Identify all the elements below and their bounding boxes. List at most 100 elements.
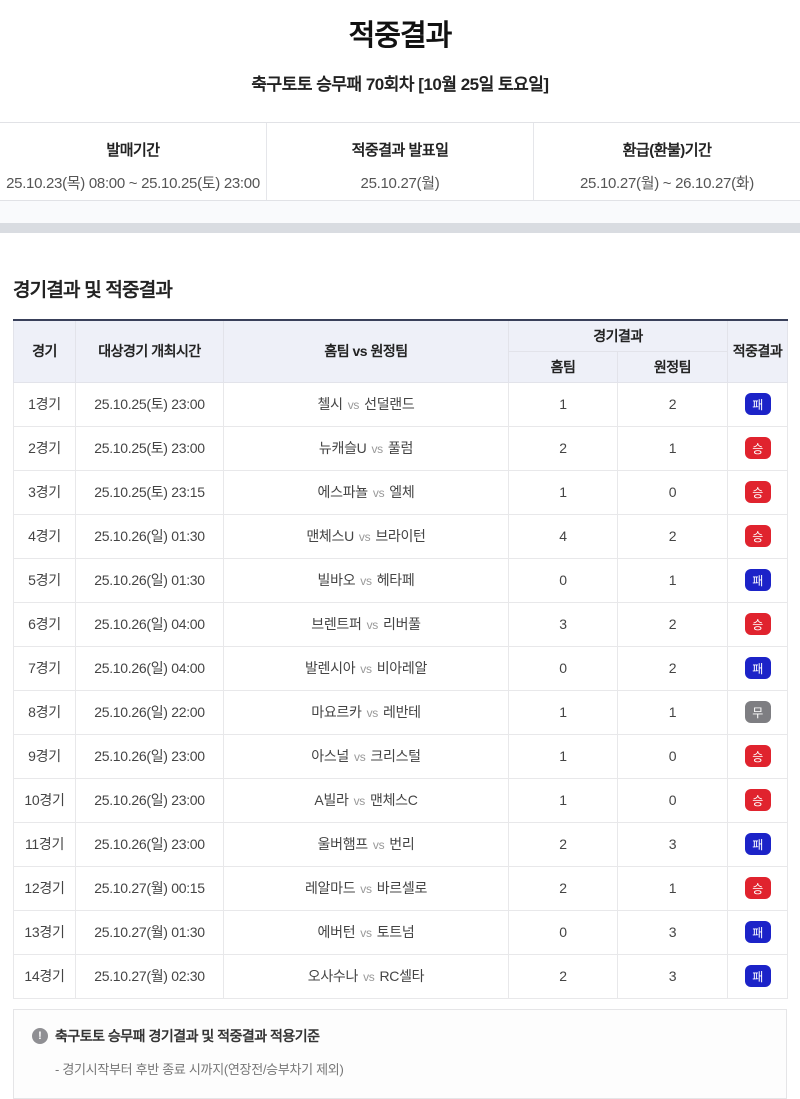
away-team-name: 번리	[389, 836, 415, 852]
vs-label: vs	[354, 750, 366, 764]
match-teams: 오사수나 vs RC셀타	[223, 953, 509, 999]
home-team-name: 레알마드	[304, 880, 356, 896]
vs-label: vs	[358, 530, 371, 544]
hit-result-badge: 패	[744, 393, 771, 415]
match-teams: 뉴캐슬U vs 풀럼	[223, 425, 509, 471]
match-row: 11경기 25.10.26(일) 23:00 울버햄프 vs 번리 2 3 패	[13, 821, 788, 867]
home-team-name: 맨체스U	[306, 528, 354, 544]
vs-label: vs	[366, 706, 379, 720]
match-teams: 울버햄프 vs 번리	[223, 821, 509, 867]
hit-result-badge: 승	[744, 789, 771, 811]
hit-result-badge: 승	[744, 745, 771, 767]
match-row: 5경기 25.10.26(일) 01:30 빌바오 vs 헤타페 0 1 패	[13, 557, 788, 603]
hit-result-cell: 승	[727, 425, 788, 471]
game-number: 1경기	[13, 381, 76, 427]
hit-result-cell: 패	[727, 821, 788, 867]
hit-result-badge: 무	[744, 701, 771, 723]
round-subtitle: 축구토토 승무패 70회차 [10월 25일 토요일]	[251, 75, 549, 94]
game-number: 9경기	[13, 733, 76, 779]
col-header-away-score: 원정팀	[617, 350, 728, 383]
away-team-name: 리버풀	[382, 616, 421, 632]
game-number: 2경기	[13, 425, 76, 471]
hit-result-cell: 패	[727, 909, 788, 955]
match-time: 25.10.27(월) 02:30	[75, 953, 224, 999]
match-teams: 에버턴 vs 토트넘	[223, 909, 509, 955]
game-number: 14경기	[13, 953, 76, 999]
match-time: 25.10.25(토) 23:15	[75, 469, 224, 515]
vs-label: vs	[372, 838, 385, 852]
game-number: 12경기	[13, 865, 76, 911]
hit-result-cell: 승	[727, 777, 788, 823]
away-score: 1	[617, 689, 728, 735]
game-number: 11경기	[13, 821, 76, 867]
match-time: 25.10.25(토) 23:00	[75, 381, 224, 427]
home-team-name: 뉴캐슬U	[318, 440, 367, 456]
hit-result-cell: 패	[727, 953, 788, 999]
game-number: 13경기	[13, 909, 76, 955]
results-table-header: 경기 대상경기 개최시간 홈팀 vs 원정팀 경기결과 적중결과 홈팀 원정팀	[13, 319, 788, 383]
notice-title: 축구토토 승무패 경기결과 및 적중결과 적용기준	[55, 1027, 320, 1044]
home-team-name: 에버턴	[317, 924, 356, 940]
main-content: 경기결과 및 적중결과 경기 대상경기 개최시간 홈팀 vs 원정팀 경기결과 …	[0, 275, 800, 1099]
away-score: 0	[617, 733, 728, 779]
match-row: 2경기 25.10.25(토) 23:00 뉴캐슬U vs 풀럼 2 1 승	[13, 425, 788, 471]
away-team-name: 브라이턴	[375, 528, 426, 544]
info-sale-period: 발매기간 25.10.23(목) 08:00 ~ 25.10.25(토) 23:…	[0, 123, 266, 200]
match-time: 25.10.27(월) 01:30	[75, 909, 224, 955]
page-header: 적중결과 축구토토 승무패 70회차 [10월 25일 토요일]	[0, 0, 800, 122]
sale-info-bar: 발매기간 25.10.23(목) 08:00 ~ 25.10.25(토) 23:…	[0, 122, 800, 201]
match-teams: 맨체스U vs 브라이턴	[223, 513, 509, 559]
home-team-name: 아스널	[311, 748, 349, 764]
info-value: 25.10.27(월)	[360, 175, 440, 192]
vs-label: vs	[366, 618, 379, 632]
home-score: 2	[508, 425, 618, 471]
hit-result-cell: 승	[727, 601, 788, 647]
col-header-time: 대상경기 개최시간	[75, 319, 224, 383]
match-time: 25.10.26(일) 01:30	[75, 557, 224, 603]
home-score: 3	[508, 601, 618, 647]
vs-label: vs	[360, 574, 372, 588]
match-time: 25.10.26(일) 23:00	[75, 733, 224, 779]
vs-label: vs	[372, 486, 385, 500]
home-score: 2	[508, 953, 618, 999]
section-title: 경기결과 및 적중결과	[13, 280, 173, 301]
match-time: 25.10.26(일) 04:00	[75, 645, 224, 691]
info-label: 적중결과 발표일	[351, 142, 449, 159]
info-label: 환급(환불)기간	[622, 142, 712, 159]
away-team-name: 맨체스C	[370, 792, 418, 808]
match-time: 25.10.27(월) 00:15	[75, 865, 224, 911]
home-score: 0	[508, 557, 618, 603]
results-table-body: 1경기 25.10.25(토) 23:00 첼시 vs 선덜랜드 1 2 패 2경기…	[13, 381, 788, 999]
home-team-name: A빌라	[314, 792, 349, 808]
match-row: 12경기 25.10.27(월) 00:15 레알마드 vs 바르셀로 2 1 승	[13, 865, 788, 911]
match-row: 10경기 25.10.26(일) 23:00 A빌라 vs 맨체스C 1 0 승	[13, 777, 788, 823]
match-teams: 레알마드 vs 바르셀로	[223, 865, 509, 911]
col-header-home-score: 홈팀	[508, 350, 618, 383]
results-table: 경기 대상경기 개최시간 홈팀 vs 원정팀 경기결과 적중결과 홈팀 원정팀 …	[13, 319, 788, 999]
match-row: 13경기 25.10.27(월) 01:30 에버턴 vs 토트넘 0 3 패	[13, 909, 788, 955]
home-team-name: 발렌시아	[304, 660, 356, 676]
home-score: 1	[508, 733, 618, 779]
away-team-name: 크리스털	[370, 748, 421, 764]
hit-result-cell: 패	[727, 381, 788, 427]
vs-label: vs	[347, 398, 360, 412]
hit-result-badge: 승	[744, 613, 771, 635]
match-time: 25.10.26(일) 01:30	[75, 513, 224, 559]
home-score: 1	[508, 689, 618, 735]
hit-result-badge: 패	[744, 657, 771, 679]
hit-result-badge: 패	[744, 569, 771, 591]
info-announce-date: 적중결과 발표일 25.10.27(월)	[266, 123, 533, 200]
home-team-name: 첼시	[317, 396, 343, 412]
away-team-name: 비아레알	[376, 660, 428, 676]
match-teams: A빌라 vs 맨체스C	[223, 777, 509, 823]
game-number: 10경기	[13, 777, 76, 823]
away-score: 2	[617, 601, 728, 647]
away-score: 2	[617, 645, 728, 691]
hit-result-cell: 승	[727, 865, 788, 911]
separator-dark	[0, 223, 800, 233]
notice-item: - 경기시작부터 후반 종료 시까지(연장전/승부차기 제외)	[55, 1061, 344, 1077]
match-teams: 마요르카 vs 레반테	[223, 689, 509, 735]
match-time: 25.10.26(일) 04:00	[75, 601, 224, 647]
notice-title-row: ! 축구토토 승무패 경기결과 및 적중결과 적용기준	[32, 1026, 768, 1046]
